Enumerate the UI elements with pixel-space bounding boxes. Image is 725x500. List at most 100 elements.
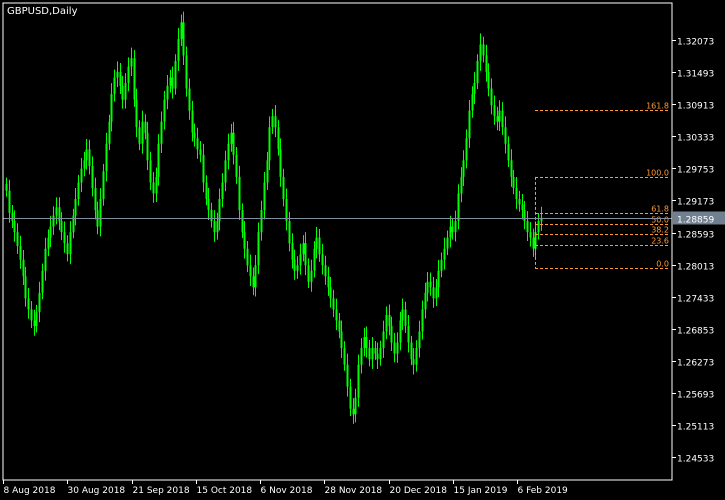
candle-body — [216, 221, 219, 233]
candle-body — [462, 160, 465, 177]
candle-body — [88, 149, 91, 166]
candle-body — [24, 276, 27, 299]
candle-body — [332, 298, 335, 310]
candle-body — [191, 110, 194, 133]
price-axis[interactable]: 1.32073 1.31493 1.30913 1.30333 1.29753 1.291… — [672, 38, 725, 465]
candle-body — [396, 342, 399, 354]
candle-body — [266, 160, 269, 183]
price-tick-label: 1.28593 — [677, 231, 714, 241]
candle-body — [185, 55, 188, 89]
candle-body — [85, 149, 88, 161]
time-tick-label: 15 Jan 2019 — [454, 486, 508, 496]
symbol-label: GBPUSD,Daily — [7, 6, 78, 17]
candle-body — [501, 110, 504, 128]
candle-body — [368, 348, 371, 360]
fib-level-label: 61.8 — [651, 205, 669, 214]
candle-body — [116, 72, 119, 78]
candle-body — [274, 116, 277, 128]
candle-body — [241, 210, 244, 233]
candle-body — [243, 232, 246, 249]
candle-body — [412, 359, 415, 365]
candle-body — [385, 314, 388, 332]
candle-body — [210, 210, 213, 222]
candle-body — [224, 160, 227, 183]
price-tick-label: 1.25113 — [677, 423, 714, 433]
candle-body — [246, 248, 249, 266]
candle-body — [315, 237, 318, 249]
candle-body — [357, 364, 360, 398]
candle-body — [410, 342, 413, 360]
candle-body — [124, 83, 127, 100]
candle-body — [113, 77, 116, 95]
time-tick-label: 8 Aug 2018 — [4, 486, 56, 496]
candle-body — [144, 121, 147, 133]
candle-body — [11, 212, 14, 222]
candle-body — [360, 348, 363, 365]
candle-body — [523, 210, 526, 222]
price-tick-label: 1.29753 — [677, 166, 714, 176]
candle-body — [346, 364, 349, 387]
candle-body — [518, 198, 521, 205]
candle-body — [291, 243, 294, 260]
candle-body — [60, 221, 63, 233]
candle-body — [282, 176, 285, 199]
candle-body — [393, 342, 396, 354]
candle-body — [471, 94, 474, 111]
candle-body — [299, 254, 302, 266]
candle-body — [382, 331, 385, 349]
candle-body — [252, 276, 255, 288]
candle-body — [102, 171, 105, 199]
current-price-label: 1.28859 — [677, 216, 714, 226]
candle-body — [232, 132, 235, 155]
time-tick-label: 15 Oct 2018 — [197, 486, 253, 496]
candle-body — [19, 245, 22, 260]
candle-body — [324, 265, 327, 277]
price-tick-label: 1.26853 — [677, 327, 714, 337]
candle-body — [307, 265, 310, 282]
candle-body — [218, 198, 221, 222]
fibonacci-retracement[interactable]: 161.8 100.0 61.8 50.038.2 23.6 0.0 — [535, 102, 669, 269]
candle-body — [119, 72, 122, 86]
candle-body — [440, 259, 443, 271]
candle-body — [166, 85, 169, 100]
fib-level-label: 23.6 — [651, 237, 669, 246]
candle-body — [468, 110, 471, 139]
candle-body — [498, 110, 501, 122]
candle-body — [473, 83, 476, 95]
candle-body — [521, 204, 524, 211]
candle-body — [238, 176, 241, 211]
candle-body — [327, 276, 330, 288]
candle-body — [72, 215, 75, 233]
candle-body — [30, 309, 33, 321]
candle-body — [221, 182, 224, 199]
candle-body — [534, 232, 537, 249]
candle-body — [365, 337, 368, 349]
candle-body — [121, 85, 124, 100]
candle-body — [338, 320, 341, 332]
candle-body — [110, 94, 113, 122]
candle-body — [249, 265, 252, 277]
candle-body — [263, 182, 266, 211]
candle-body — [454, 221, 457, 233]
candle-body — [277, 127, 280, 150]
candle-body — [493, 105, 496, 117]
candle-body — [182, 22, 185, 56]
candle-body — [432, 287, 435, 299]
candle-body — [363, 337, 366, 349]
candle-body — [155, 176, 158, 194]
candle-body — [171, 77, 174, 89]
candle-body — [465, 138, 468, 161]
candle-body — [230, 132, 233, 144]
candle-body — [415, 348, 418, 365]
fib-level-label: 100.0 — [646, 169, 669, 178]
candle-body — [532, 237, 535, 249]
candle-body — [83, 160, 86, 169]
time-axis[interactable]: 8 Aug 2018 30 Aug 2018 21 Sep 2018 15 Oct 2… — [3, 480, 569, 496]
candle-body — [443, 248, 446, 260]
candle-body — [352, 408, 355, 415]
candle-body — [482, 44, 485, 56]
candle-body — [196, 138, 199, 150]
candle-body — [288, 221, 291, 244]
